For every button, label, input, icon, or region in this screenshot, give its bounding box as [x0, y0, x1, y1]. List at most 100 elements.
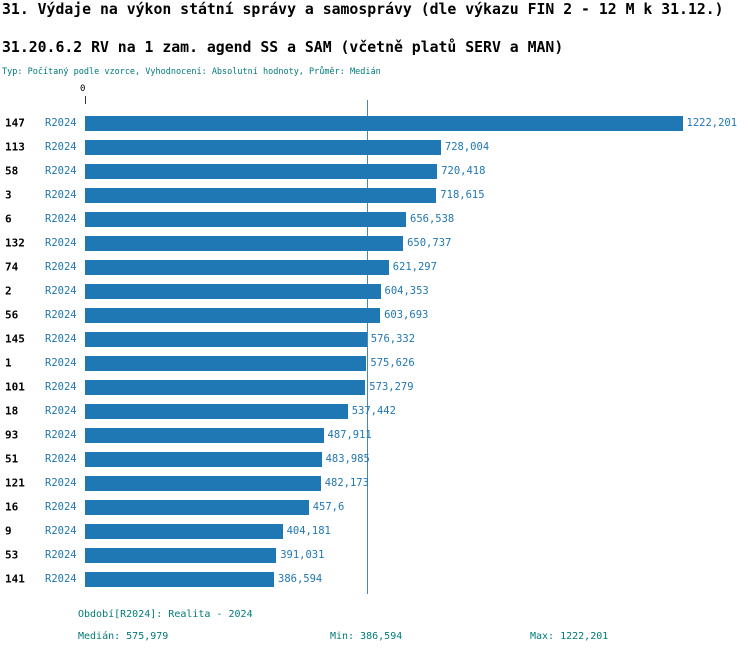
chart-row: 3 R2024 718,615 [0, 183, 750, 207]
row-value-label: 537,442 [351, 405, 396, 417]
row-category-label: 101 [5, 380, 25, 394]
row-category-label: 93 [5, 428, 19, 442]
row-series-label: R2024 [45, 381, 77, 393]
chart-row: 58 R2024 720,418 [0, 159, 750, 183]
row-bar [85, 163, 438, 179]
row-series-label: R2024 [45, 309, 77, 321]
chart-row: 93 R2024 487,911 [0, 423, 750, 447]
row-category-label: 141 [5, 572, 25, 586]
row-value-label: 621,297 [392, 261, 437, 273]
row-value-label: 656,538 [410, 213, 455, 225]
row-bar [85, 139, 441, 155]
row-bar [85, 427, 324, 443]
axis-tick [85, 96, 86, 104]
row-bar [85, 475, 321, 491]
chart-row: 9 R2024 404,181 [0, 519, 750, 543]
row-bar [85, 403, 348, 419]
chart-row: 113 R2024 728,004 [0, 135, 750, 159]
row-value-label: 576,332 [370, 333, 416, 345]
chart-row: 56 R2024 603,693 [0, 303, 750, 327]
row-category-label: 113 [5, 140, 25, 154]
row-category-label: 18 [5, 404, 19, 418]
row-category-label: 74 [5, 260, 19, 274]
row-category-label: 147 [5, 116, 25, 130]
max-stat-label: Max: 1222,201 [530, 631, 609, 642]
row-category-label: 2 [5, 284, 12, 298]
row-series-label: R2024 [45, 141, 77, 153]
row-series-label: R2024 [45, 429, 77, 441]
row-series-label: R2024 [45, 405, 77, 417]
chart-row: 121 R2024 482,173 [0, 471, 750, 495]
row-series-label: R2024 [45, 117, 77, 129]
median-stat-label: Medián: 575,979 [78, 631, 169, 642]
row-value-label: 573,279 [369, 381, 414, 393]
row-bar [85, 355, 367, 371]
row-series-label: R2024 [45, 453, 77, 465]
row-category-label: 56 [5, 308, 19, 322]
chart-row: 16 R2024 457,6 [0, 495, 750, 519]
chart-row: 51 R2024 483,985 [0, 447, 750, 471]
row-value-label: 650,737 [407, 237, 452, 249]
row-category-label: 121 [5, 476, 25, 490]
row-bar [85, 259, 389, 275]
row-series-label: R2024 [45, 333, 77, 345]
row-value-label: 482,173 [324, 477, 369, 489]
row-value-label: 386,594 [278, 573, 323, 585]
row-value-label: 728,004 [444, 141, 490, 153]
row-value-label: 487,911 [327, 429, 372, 441]
row-value-label: 720,418 [441, 165, 486, 177]
row-bar [85, 307, 381, 323]
row-bar [85, 115, 683, 131]
report-title: 31. Výdaje na výkon státní správy a samo… [2, 1, 724, 18]
row-category-label: 145 [5, 332, 25, 346]
row-bar [85, 499, 309, 515]
row-series-label: R2024 [45, 165, 77, 177]
chart-row: 53 R2024 391,031 [0, 543, 750, 567]
row-category-label: 53 [5, 548, 19, 562]
row-category-label: 16 [5, 500, 19, 514]
chart-row: 74 R2024 621,297 [0, 255, 750, 279]
row-bar [85, 451, 322, 467]
chart-row: 2 R2024 604,353 [0, 279, 750, 303]
row-category-label: 58 [5, 164, 19, 178]
row-category-label: 9 [5, 524, 12, 538]
report-subtitle: 31.20.6.2 RV na 1 zam. agend SS a SAM (v… [2, 39, 564, 56]
chart-row: 6 R2024 656,538 [0, 207, 750, 231]
row-category-label: 1 [5, 356, 12, 370]
row-series-label: R2024 [45, 573, 77, 585]
chart-row: 145 R2024 576,332 [0, 327, 750, 351]
row-bar [85, 547, 277, 563]
row-series-label: R2024 [45, 285, 77, 297]
row-bar [85, 283, 381, 299]
row-bar [85, 235, 404, 251]
period-label: Období[R2024]: Realita - 2024 [78, 609, 253, 620]
row-value-label: 483,985 [325, 453, 370, 465]
row-value-label: 404,181 [286, 525, 331, 537]
row-category-label: 51 [5, 452, 19, 466]
min-stat-label: Min: 386,594 [330, 631, 403, 642]
row-bar [85, 571, 274, 587]
row-series-label: R2024 [45, 237, 77, 249]
row-category-label: 3 [5, 188, 12, 202]
row-series-label: R2024 [45, 189, 77, 201]
report-meta-line: Typ: Počítaný podle vzorce, Vyhodnocení:… [2, 67, 381, 77]
median-line [366, 100, 368, 594]
row-value-label: 575,626 [370, 357, 415, 369]
chart-row: 132 R2024 650,737 [0, 231, 750, 255]
row-bar [85, 331, 367, 347]
row-bar [85, 379, 366, 395]
row-series-label: R2024 [45, 525, 77, 537]
row-category-label: 132 [5, 236, 25, 250]
row-value-label: 718,615 [440, 189, 485, 201]
row-series-label: R2024 [45, 261, 77, 273]
row-series-label: R2024 [45, 213, 77, 225]
axis-zero-label: 0 [80, 84, 86, 94]
chart-row: 18 R2024 537,442 [0, 399, 750, 423]
chart-row: 141 R2024 386,594 [0, 567, 750, 591]
row-value-label: 1222,201 [686, 117, 738, 129]
row-series-label: R2024 [45, 477, 77, 489]
row-bar [85, 211, 406, 227]
row-value-label: 391,031 [280, 549, 325, 561]
row-series-label: R2024 [45, 549, 77, 561]
row-category-label: 6 [5, 212, 12, 226]
